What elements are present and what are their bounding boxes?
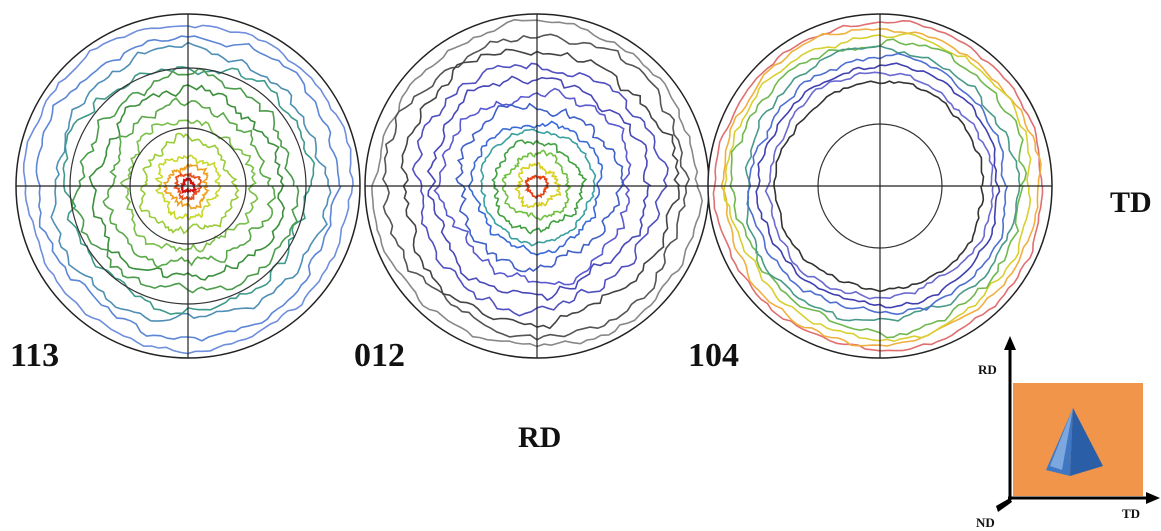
inset-label: RD <box>978 362 997 377</box>
arrowhead <box>1004 336 1016 350</box>
pole-figures <box>16 14 1052 358</box>
figure: 113 012 104 TD RD RD TD ND <box>0 0 1161 531</box>
pole-figure-label: 012 <box>354 337 405 374</box>
pole-figure-label: 113 <box>10 337 59 374</box>
axis-label: TD <box>1110 186 1152 219</box>
axis-arrow <box>996 498 1012 512</box>
axis-label: RD <box>518 421 561 454</box>
inset-label: ND <box>976 515 995 530</box>
arrowhead <box>1146 492 1160 504</box>
inset: RD TD ND <box>976 336 1160 530</box>
inset-label: TD <box>1122 506 1140 521</box>
pole-figure-label: 104 <box>688 337 739 374</box>
